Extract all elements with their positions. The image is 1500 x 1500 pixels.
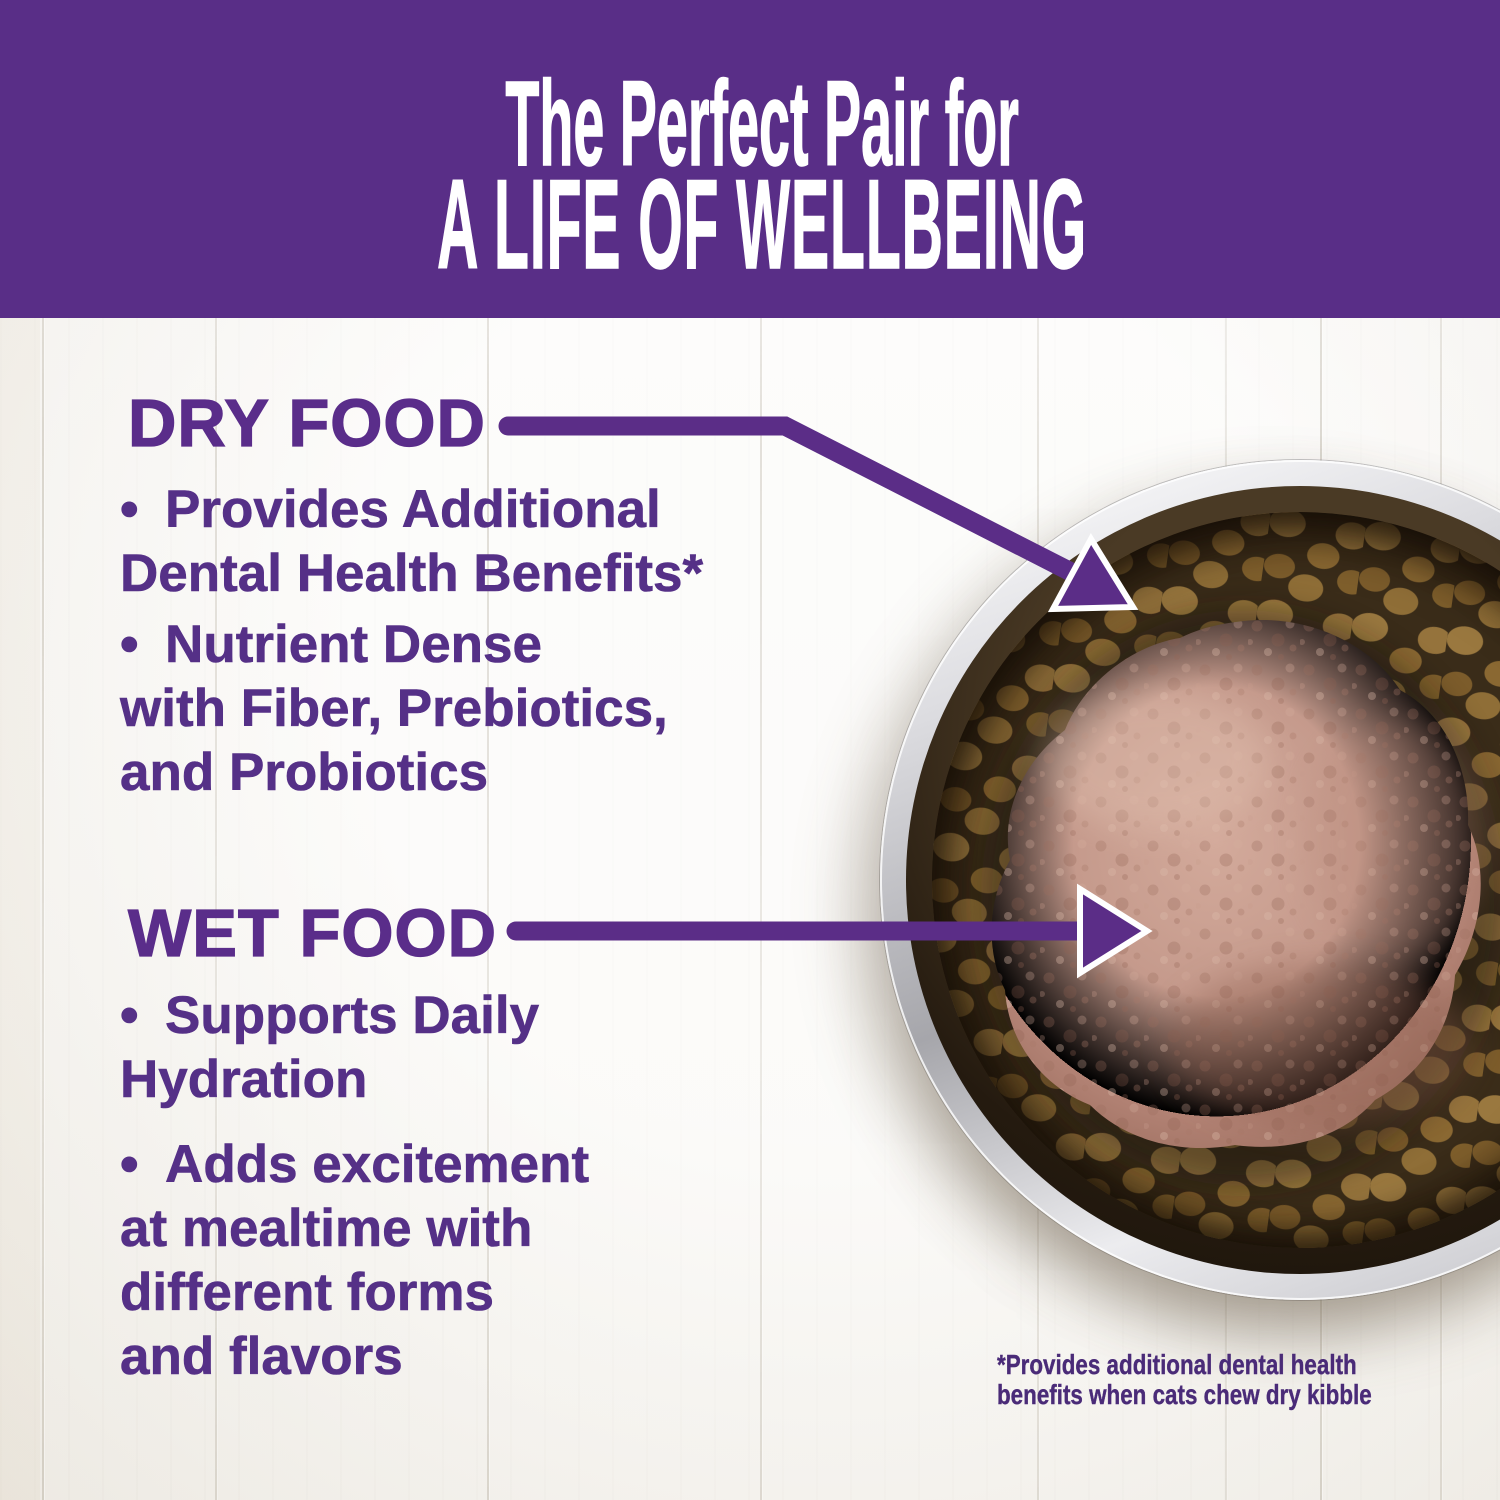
dry-food-bullets: • Provides Additional Dental Health Bene… (120, 478, 704, 812)
wet-bullet-1: • Supports Daily Hydration (120, 986, 540, 1110)
banner-line-2: A LIFE OF WELLBEING (0, 151, 1500, 298)
banner-line-2-text: A LIFE OF WELLBEING (437, 152, 1087, 296)
header-banner: The Perfect Pair for A LIFE OF WELLBEING (0, 0, 1500, 318)
wet-bullet-2: • Adds excitement at mealtime with diffe… (120, 1135, 590, 1387)
banner-line-1-text: The Perfect Pair for (505, 54, 1019, 192)
plank-seam (215, 0, 217, 1500)
wet-food-heading: WET FOOD (127, 896, 498, 971)
plank-seam (760, 0, 762, 1500)
dry-bullet-2: • Nutrient Dense with Fiber, Prebiotics,… (120, 615, 668, 803)
plank-seam (42, 0, 44, 1500)
footnote: *Provides additional dental health benef… (997, 1349, 1372, 1410)
plank-seam (487, 0, 489, 1500)
dry-bullet-1: • Provides Additional Dental Health Bene… (120, 480, 704, 604)
dry-food-heading: DRY FOOD (127, 386, 486, 461)
banner-line-1: The Perfect Pair for (0, 52, 1500, 195)
wet-food-bullets: • Supports Daily Hydration • Adds excite… (120, 984, 590, 1410)
